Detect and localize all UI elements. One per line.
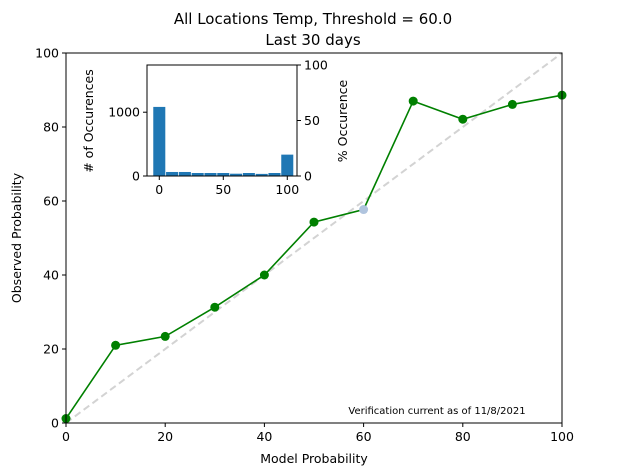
histogram-bar xyxy=(153,106,166,176)
histogram-bar xyxy=(191,173,204,176)
inset-x-tick-label: 100 xyxy=(275,182,299,197)
histogram-bar xyxy=(217,173,230,176)
inset-background xyxy=(147,65,297,176)
chart-title: All Locations Temp, Threshold = 60.0 xyxy=(174,10,452,28)
y-tick-label: 0 xyxy=(51,416,59,431)
verification-annotation: Verification current as of 11/8/2021 xyxy=(348,406,525,417)
x-tick-label: 20 xyxy=(157,429,173,444)
series-line xyxy=(65,94,563,420)
y-tick-label: 80 xyxy=(43,120,59,135)
histogram-bar xyxy=(242,173,255,176)
histogram-bar xyxy=(166,171,179,176)
chart-subtitle: Last 30 days xyxy=(265,31,360,49)
data-point xyxy=(458,114,468,124)
inset-right-y-tick-label: 0 xyxy=(304,169,312,184)
x-axis-label: Model Probability xyxy=(260,451,368,466)
y-axis-label: Observed Probability xyxy=(9,172,24,303)
x-tick-label: 100 xyxy=(550,429,574,444)
x-tick-label: 40 xyxy=(256,429,272,444)
inset-y-tick-label: 1000 xyxy=(108,105,140,120)
histogram-bar xyxy=(230,173,243,176)
histogram-bar xyxy=(268,173,281,176)
x-tick-label: 0 xyxy=(62,429,70,444)
histogram-bar xyxy=(281,154,294,176)
data-point xyxy=(309,217,319,227)
inset-right-y-tick-label: 50 xyxy=(304,113,320,128)
data-point xyxy=(210,302,220,312)
data-point xyxy=(160,331,170,341)
inset-y-axis-label-right: % Occurence xyxy=(335,79,350,162)
x-tick-label: 80 xyxy=(455,429,471,444)
reference-diagonal-line xyxy=(65,52,563,424)
inset-x-tick-label: 50 xyxy=(215,182,231,197)
plot-frame xyxy=(65,52,563,424)
y-tick-label: 40 xyxy=(43,268,59,283)
inset-x-tick-label: 0 xyxy=(155,182,163,197)
y-tick-label: 100 xyxy=(35,46,59,61)
histogram-bar xyxy=(255,173,268,176)
histogram-bar xyxy=(204,173,217,176)
inset-right-y-tick-label: 100 xyxy=(304,58,328,73)
y-tick-label: 20 xyxy=(43,342,59,357)
histogram-bar xyxy=(178,171,191,176)
inset-y-tick-label: 0 xyxy=(132,169,140,184)
x-tick-label: 60 xyxy=(356,429,372,444)
data-point xyxy=(259,270,269,280)
inset-y-axis-label: # of Occurences xyxy=(81,69,96,173)
data-point xyxy=(507,99,517,109)
y-tick-label: 60 xyxy=(43,194,59,209)
data-point xyxy=(111,340,121,350)
data-point xyxy=(408,96,418,106)
data-point xyxy=(359,205,369,215)
